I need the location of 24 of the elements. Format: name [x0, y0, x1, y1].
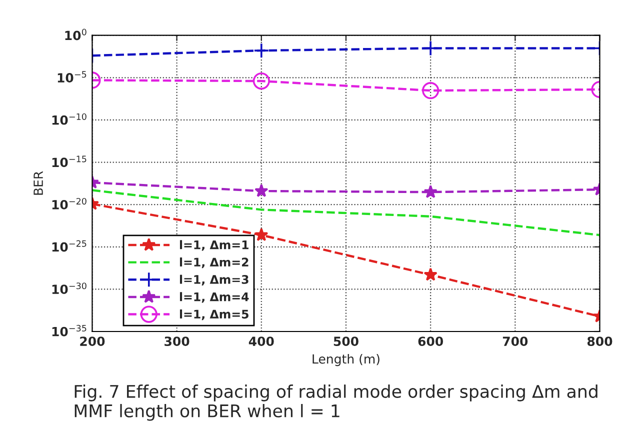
caption: Fig. 7 Effect of spacing of radial mode order spacing Δm and MMF length on BER when l = 1 — [74, 384, 598, 421]
legend-label: l=1, Δm=5 — [180, 309, 248, 320]
y-tick-label: 10$^{−10}$ — [52, 113, 86, 125]
legend-label: l=1, Δm=1 — [180, 240, 248, 251]
y-tick-label: 10$^{−30}$ — [52, 282, 86, 294]
y-tick-label: 10$^{−25}$ — [52, 240, 86, 252]
legend-label: l=1, Δm=3 — [180, 274, 248, 286]
x-tick-label: 500 — [334, 336, 358, 346]
legend-label: l=1, Δm=4 — [180, 292, 249, 303]
x-tick-label: 700 — [502, 336, 528, 346]
legend-label: l=1, Δm=2 — [180, 257, 248, 268]
y-tick-label: 10$^{−20}$ — [52, 198, 86, 210]
y-axis-title: BER — [34, 171, 43, 195]
line-series — [92, 189, 600, 236]
x-tick-label: 800 — [587, 336, 612, 346]
y-tick-label: 10$^{−35}$ — [52, 324, 86, 336]
x-axis-title: Length (m) — [312, 354, 380, 366]
x-tick-label: 300 — [164, 336, 190, 346]
x-tick-label: 200 — [80, 336, 105, 346]
y-tick-label: 10$^{−15}$ — [52, 156, 86, 168]
x-tick-label: 600 — [418, 336, 444, 346]
y-tick-label: 10$^{−5}$ — [58, 71, 86, 83]
x-tick-label: 400 — [248, 336, 274, 346]
y-tick-label: 10$^{0}$ — [65, 28, 86, 40]
